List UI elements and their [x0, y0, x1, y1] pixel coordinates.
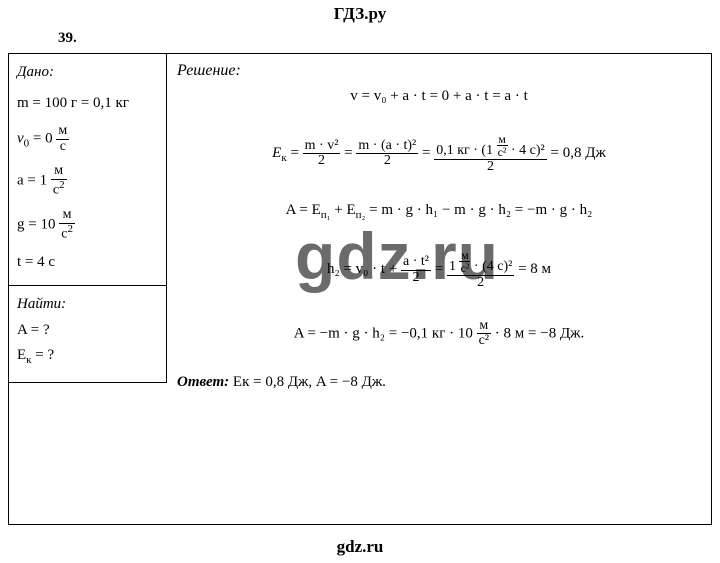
- left-column: Дано: m = 100 г = 0,1 кг v0 = 0 мс a = 1…: [9, 54, 167, 524]
- h2-f1n: a · t²: [401, 255, 431, 271]
- solution-box: Дано: m = 100 г = 0,1 кг v0 = 0 мс a = 1…: [8, 53, 712, 525]
- site-header: ГДЗ.ру: [0, 0, 720, 26]
- find-Ek: Eк = ?: [17, 343, 158, 370]
- ek-prefix: E: [17, 347, 26, 363]
- h2-f1d: 2: [401, 271, 431, 286]
- find-A: A = ?: [17, 318, 158, 344]
- h2-lhs: h₂ = v₀ · t +: [327, 262, 401, 278]
- answer-line: Ответ: Eк = 0,8 Дж, A = −8 Дж.: [177, 364, 701, 391]
- given-title: Дано:: [17, 62, 158, 83]
- af-ud: с²: [477, 334, 491, 349]
- ek-f1-den: 2: [303, 154, 341, 169]
- ek-eq3: =: [422, 145, 434, 161]
- find-block: Найти: A = ? Eк = ?: [9, 286, 167, 383]
- a-rest: = m · g · h₁ − m · g · h₂ = −m · g · h₂: [365, 202, 592, 218]
- ek-f3-ud: с²: [497, 146, 508, 158]
- ek-f3b: · 4 с)²: [508, 143, 545, 158]
- answer-text: Eк = 0,8 Дж, A = −8 Дж.: [229, 374, 386, 390]
- eq-A-sum: A = Eп₁ + Eп₂ = m · g · h₁ − m · g · h₂ …: [177, 202, 701, 221]
- g-unit-num: м: [59, 208, 75, 224]
- given-block: Дано: m = 100 г = 0,1 кг v0 = 0 мс a = 1…: [9, 54, 167, 286]
- h2-f2b: · (4 с)²: [470, 259, 512, 274]
- eq-A-final: A = −m · g · h₂ = −0,1 кг · 10 мс² · 8 м…: [177, 319, 701, 349]
- site-footer: gdz.ru: [0, 537, 720, 557]
- h2-f2a: 1: [449, 259, 460, 274]
- given-v0: v0 = 0 мс: [17, 124, 158, 154]
- ek-eq2: =: [344, 145, 356, 161]
- ek-suffix: = ?: [32, 347, 55, 363]
- h2-eq: =: [435, 262, 447, 278]
- ek-f3-den: 2: [434, 160, 547, 175]
- v0-unit-num: м: [56, 124, 69, 140]
- given-a: a = 1 мс2: [17, 164, 158, 198]
- a-prefix: a = 1: [17, 173, 51, 189]
- h2-ud: с²: [459, 262, 470, 274]
- problem-number: 39.: [58, 30, 720, 47]
- af-prefix: A = −m · g · h₂ = −0,1 кг · 10: [294, 325, 477, 341]
- ek-f3a: 0,1 кг · (1: [436, 143, 496, 158]
- ek-eq1: =: [287, 145, 303, 161]
- answer-label: Ответ:: [177, 374, 229, 390]
- g-unit-sup: 2: [67, 223, 73, 235]
- a-p1sub: п₁: [321, 209, 331, 221]
- a-unit-num: м: [51, 164, 67, 180]
- g-prefix: g = 10: [17, 217, 59, 233]
- find-title: Найти:: [17, 292, 158, 318]
- a-unit-sup: 2: [59, 179, 65, 191]
- eq-h2: h₂ = v₀ · t + a · t²2 = 1 мс² · (4 с)²2 …: [177, 249, 701, 290]
- ek-f1-num: m · v²: [303, 139, 341, 155]
- h2-result: = 8 м: [518, 262, 551, 278]
- ek-f2-num: m · (a · t)²: [356, 139, 418, 155]
- a-p2sub: п₂: [356, 209, 366, 221]
- given-g: g = 10 мс2: [17, 208, 158, 242]
- af-suffix: · 8 м = −8 Дж.: [491, 325, 584, 341]
- a-prefix2: A = E: [286, 202, 321, 218]
- eq-velocity: v = v₀ + a · t = 0 + a · t = a · t: [177, 88, 701, 105]
- eq-ek: Eк = m · v²2 = m · (a · t)²2 = 0,1 кг · …: [177, 133, 701, 174]
- v0-eq: = 0: [29, 131, 56, 147]
- given-t: t = 4 с: [17, 252, 158, 273]
- v0-var: v: [17, 131, 24, 147]
- af-un: м: [477, 319, 491, 335]
- solution-block: Решение: v = v₀ + a · t = 0 + a · t = a …: [167, 54, 711, 524]
- given-mass: m = 100 г = 0,1 кг: [17, 93, 158, 114]
- solution-title: Решение:: [177, 62, 701, 80]
- ek-lhs: E: [272, 145, 281, 161]
- ek-f2-den: 2: [356, 154, 418, 169]
- h2-f2d: 2: [447, 276, 514, 291]
- v0-unit-den: с: [56, 140, 69, 155]
- a-plus: + E: [331, 202, 356, 218]
- ek-result: = 0,8 Дж: [551, 145, 606, 161]
